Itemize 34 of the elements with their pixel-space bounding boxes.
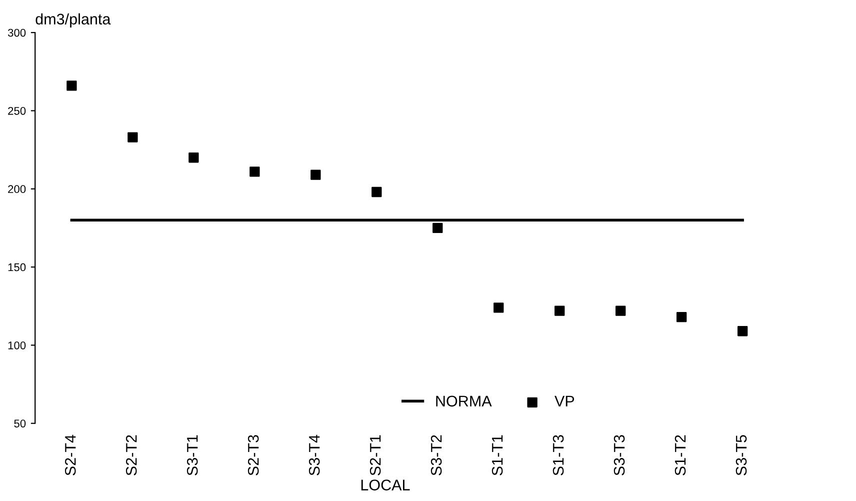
- point: [372, 186, 382, 198]
- point: [554, 306, 565, 316]
- point: [494, 302, 504, 313]
- x-tick-label: S2-T1: [370, 435, 381, 476]
- point: [737, 326, 748, 336]
- point: [128, 132, 138, 142]
- y-tick-label: 250: [8, 106, 26, 115]
- point: [250, 166, 260, 177]
- point: [676, 312, 687, 322]
- point: [66, 80, 77, 91]
- legend-label: VP: [554, 396, 574, 406]
- y-tick-label: 100: [8, 341, 26, 350]
- x-tick-label: S1-T1: [492, 435, 503, 476]
- x-tick-label: S3-T1: [186, 435, 198, 476]
- x-tick-label: S3-T3: [614, 435, 625, 476]
- x-tick-label: S3-T2: [430, 435, 442, 476]
- legend-label: NORMA: [436, 396, 492, 407]
- y-tick-label: 50: [14, 420, 26, 428]
- y-tick-label: 300: [8, 28, 26, 37]
- y-axis-title: dm3/planta: [36, 13, 111, 28]
- x-axis-title: LOCAL: [361, 480, 410, 490]
- x-tick-label: S1-T3: [552, 435, 564, 476]
- x-tick-label: S1-T2: [674, 435, 686, 476]
- x-tick-label: S3-T5: [736, 435, 747, 476]
- x-tick-label: S2-T2: [126, 435, 137, 476]
- x-tick-label: S3-T4: [308, 434, 320, 476]
- y-tick-label: 150: [8, 263, 26, 272]
- point: [310, 170, 321, 180]
- x-tick-label: S2-T3: [248, 435, 259, 476]
- point: [616, 306, 626, 316]
- y-tick-label: 200: [8, 185, 26, 194]
- point: [188, 152, 199, 163]
- point: [432, 222, 443, 234]
- x-tick-label: S2-T4: [64, 434, 76, 476]
